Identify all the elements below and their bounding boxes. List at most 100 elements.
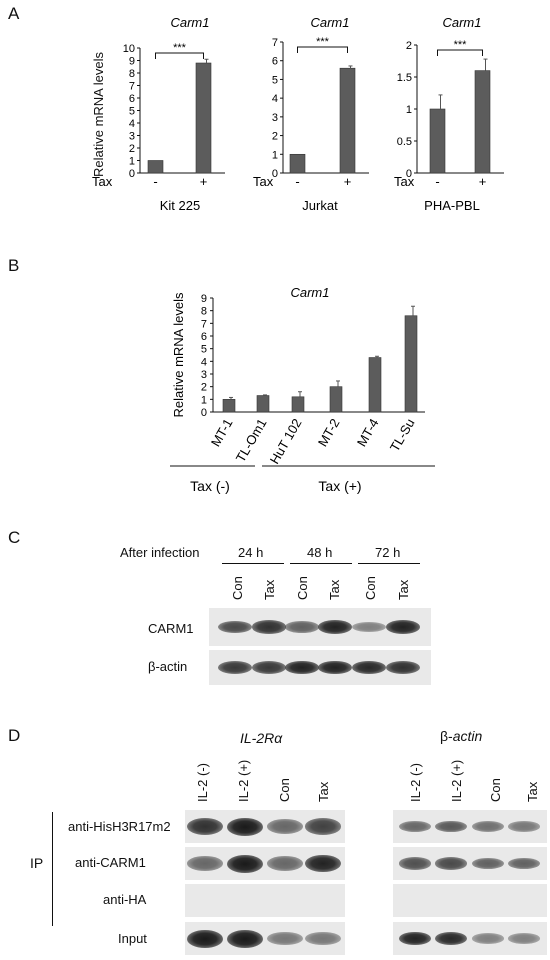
chart-a3-xlabel: PHA-PBL xyxy=(424,198,480,213)
panel-letter-c: C xyxy=(8,528,21,547)
chart-a3-ytick-label: 0 xyxy=(406,168,412,180)
chart-a2-tax-label: Tax xyxy=(253,174,274,189)
chart-b-ylabel: Relative mRNA levels xyxy=(171,292,186,417)
blot-band xyxy=(318,620,352,634)
chart-a3-sig-label: *** xyxy=(454,39,468,51)
chart-b-xtick-label: MT-1 xyxy=(208,416,236,449)
chart-b-xtick-label: TL-Su xyxy=(387,416,418,454)
lane-d-bactin-1: IL-2 (-) xyxy=(408,763,423,802)
chart-a2-ytick-label: 2 xyxy=(272,131,278,143)
row-label-anti-ha: anti-HA xyxy=(103,892,147,907)
blot-band xyxy=(227,817,263,836)
chart-a2-ytick-label: 6 xyxy=(272,56,278,68)
blot-band xyxy=(472,821,504,832)
lane-c-3: Con xyxy=(295,576,310,600)
chart-a1-title: Carm1 xyxy=(170,15,209,30)
chart-b-bar xyxy=(291,396,305,413)
chart-a1-bar xyxy=(195,62,212,174)
blot-band xyxy=(472,857,504,870)
row-label-bactin: β-actin xyxy=(148,659,188,674)
chart-a1-sig-label: *** xyxy=(173,42,187,54)
chart-a2-ytick-label: 4 xyxy=(272,93,278,105)
chart-a1-ytick-label: 5 xyxy=(129,106,135,118)
chart-a2-ytick-label: 5 xyxy=(272,74,278,86)
chart-a1-ytick-label: 4 xyxy=(129,118,135,130)
blot-bactin-hish3 xyxy=(393,810,547,843)
panel-a-ylabel: Relative mRNA levels xyxy=(91,52,106,177)
timepoint-bar-24h xyxy=(222,563,284,564)
chart-b-group-label-neg: Tax (-) xyxy=(190,478,230,494)
blot-band xyxy=(305,931,341,946)
row-label-hish3: anti-HisH3R17m2 xyxy=(68,819,171,834)
chart-a1-xlabel: Kit 225 xyxy=(160,198,200,213)
blot-band xyxy=(305,818,341,835)
row-label-carm1: CARM1 xyxy=(148,621,194,636)
chart-a2-xtick-plus: + xyxy=(344,174,352,189)
chart-b-ytick-label: 8 xyxy=(201,306,207,318)
chart-b-ytick-label: 9 xyxy=(201,293,207,305)
chart-a2-ytick-label: 1 xyxy=(272,149,278,161)
chart-a3-bar xyxy=(429,108,446,174)
blot-band xyxy=(386,660,420,675)
blot-band xyxy=(318,660,352,675)
blot-il2r-input xyxy=(185,922,345,955)
lane-c-2: Tax xyxy=(262,579,277,600)
blot-band xyxy=(187,818,223,835)
blot-band xyxy=(252,620,286,634)
chart-b-title: Carm1 xyxy=(290,285,329,300)
chart-b-xtick-label: TL-Om1 xyxy=(233,416,270,465)
chart-b-xtick-label: MT-2 xyxy=(315,416,343,449)
chart-b-bar xyxy=(222,399,236,413)
lane-d-il2r-1: IL-2 (-) xyxy=(195,763,210,802)
ip-label: IP xyxy=(30,855,44,871)
chart-a1-ytick-label: 6 xyxy=(129,93,135,105)
chart-b-ytick-label: 5 xyxy=(201,344,207,356)
chart-a3-tax-label: Tax xyxy=(394,174,415,189)
chart-b-bar xyxy=(256,395,270,413)
chart-a1-xtick-plus: + xyxy=(200,174,208,189)
chart-a3-ytick-label: 2 xyxy=(406,40,412,52)
blot-band xyxy=(285,621,319,633)
chart-a2-ytick-label: 3 xyxy=(272,112,278,124)
chart-b-group-label-pos: Tax (+) xyxy=(318,478,361,494)
chart-a1-ytick-label: 10 xyxy=(123,43,135,55)
row-label-input: Input xyxy=(118,931,147,946)
lane-d-il2r-2: IL-2 (+) xyxy=(236,759,251,802)
chart-a3-ytick-label: 0.5 xyxy=(397,136,412,148)
blot-band xyxy=(227,929,263,948)
blot-band xyxy=(435,820,467,833)
chart-a3-ytick-label: 1.5 xyxy=(397,72,412,84)
chart-a1-ytick-label: 8 xyxy=(129,68,135,80)
chart-a3-ytick-label: 1 xyxy=(406,104,412,116)
chart-a2-title: Carm1 xyxy=(310,15,349,30)
timepoint-24h: 24 h xyxy=(238,545,264,560)
blot-il2r-ha xyxy=(185,884,345,917)
timepoint-48h: 48 h xyxy=(307,545,333,560)
chart-a1-ytick-label: 2 xyxy=(129,143,135,155)
chart-a3-xtick-plus: + xyxy=(479,174,487,189)
chart-b-ytick-label: 4 xyxy=(201,356,207,368)
blot-bactin-input xyxy=(393,922,547,955)
chart-a2-bar xyxy=(339,67,356,174)
blot-band xyxy=(267,931,303,946)
lane-c-4: Tax xyxy=(327,579,342,600)
blot-band xyxy=(252,661,286,674)
timepoint-bar-72h xyxy=(358,563,420,564)
lane-d-il2r-4: Tax xyxy=(316,781,331,802)
gene-bactin-prefix: β- xyxy=(440,728,453,744)
chart-b-ytick-label: 2 xyxy=(201,382,207,394)
chart-a3-title: Carm1 xyxy=(442,15,481,30)
gene-bactin-italic: actin xyxy=(452,728,483,744)
blot-band xyxy=(187,856,223,871)
blot-bactin xyxy=(209,650,431,685)
lane-d-il2r-3: Con xyxy=(277,778,292,802)
chart-a2-ytick-label: 0 xyxy=(272,168,278,180)
blot-band xyxy=(435,857,467,870)
blot-band xyxy=(227,854,263,873)
blot-band xyxy=(285,660,319,675)
blot-band xyxy=(508,933,540,944)
chart-b-ytick-label: 0 xyxy=(201,407,207,419)
timepoint-72h: 72 h xyxy=(375,545,401,560)
lane-d-bactin-2: IL-2 (+) xyxy=(449,759,464,802)
